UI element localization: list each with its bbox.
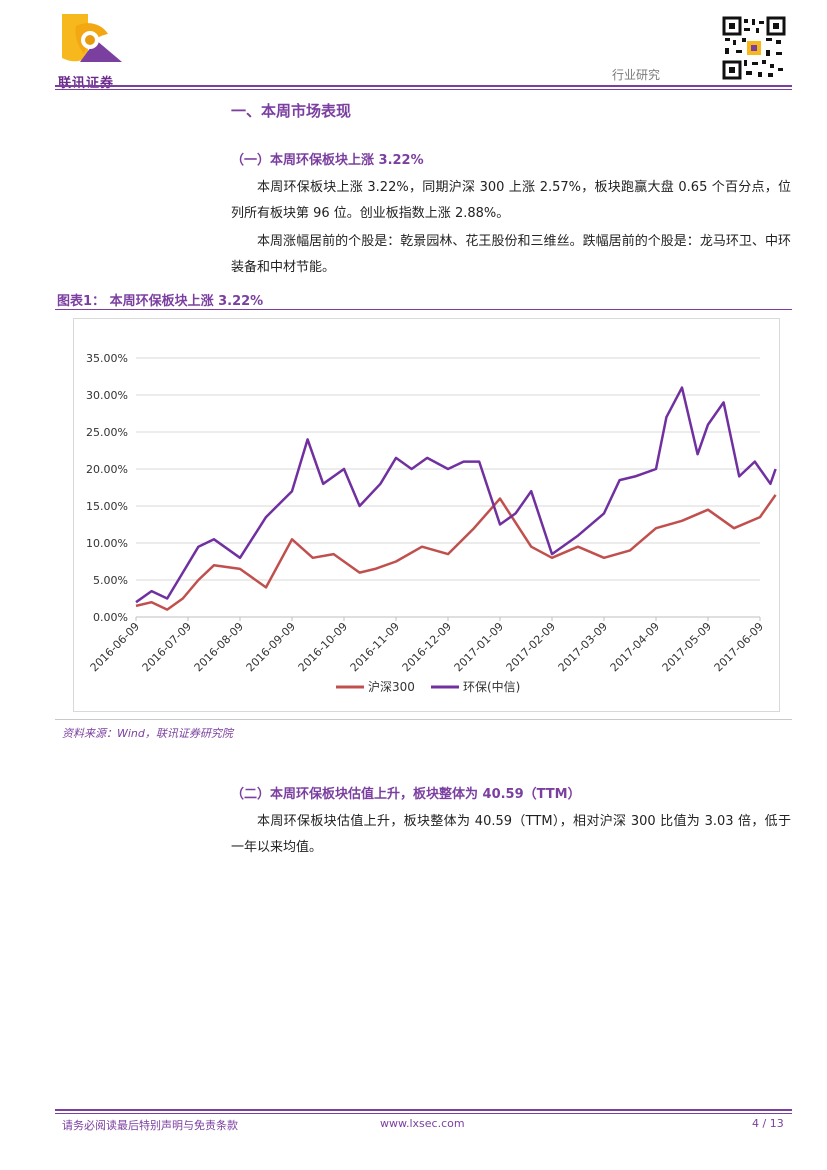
section-heading: 一、本周市场表现 [231, 102, 352, 120]
x-tick-label: 2017-05-09 [660, 620, 714, 674]
x-tick-label: 2016-09-09 [244, 620, 298, 674]
header-rule-thin [55, 89, 792, 90]
chart-frame: 0.00% 5.00% 10.00% 15.00% 20.00% 25.00% 30.00%… [73, 318, 780, 712]
legend-label: 沪深300 [368, 680, 415, 694]
footer-disclaimer[interactable]: 请务必阅读最后特别声明与免责条款 [62, 1119, 238, 1132]
y-tick-label: 35.00% [86, 352, 128, 365]
y-tick-label: 5.00% [93, 574, 128, 587]
paragraph-1: 本周环保板块上涨 3.22%，同期沪深 300 上涨 2.57%，板块跑赢大盘 … [231, 180, 791, 221]
figure-bottom-rule [55, 719, 792, 720]
x-tick-label: 2016-10-09 [296, 620, 350, 674]
subsection-heading-2: （二）本周环保板块估值上升，板块整体为 40.59（TTM） [231, 787, 581, 802]
footer-url[interactable]: www.lxsec.com [380, 1117, 465, 1130]
x-tick-label: 2016-11-09 [348, 620, 402, 674]
x-tick-label: 2017-01-09 [452, 620, 506, 674]
header-rule [55, 85, 792, 87]
figure-title: 图表1： 本周环保板块上涨 3.22% [57, 294, 264, 309]
x-tick-label: 2016-07-09 [140, 620, 194, 674]
paragraph-3: 本周环保板块估值上升，板块整体为 40.59（TTM），相对沪深 300 比值为… [231, 814, 791, 855]
header-category: 行业研究 [612, 68, 661, 82]
logo-text: 联讯证券 [58, 76, 115, 91]
x-tick-label: 2017-03-09 [556, 620, 610, 674]
x-tick-label: 2016-12-09 [400, 620, 454, 674]
y-tick-label: 30.00% [86, 389, 128, 402]
footer-rule-thin [55, 1113, 792, 1114]
qr-code [722, 16, 786, 80]
x-tick-label: 2017-04-09 [608, 620, 662, 674]
x-tick-label: 2017-02-09 [504, 620, 558, 674]
logo-mark [62, 14, 122, 62]
y-tick-label: 10.00% [86, 537, 128, 550]
series-line-env [135, 386, 777, 604]
legend-label: 环保(中信) [463, 679, 520, 694]
y-tick-label: 20.00% [86, 463, 128, 476]
subsection-heading-1: （一）本周环保板块上涨 3.22% [231, 153, 424, 168]
x-tick-label: 2016-08-09 [192, 620, 246, 674]
series-line-hs300 [135, 494, 777, 611]
footer-page-number: 4 / 13 [752, 1117, 784, 1130]
y-tick-label: 15.00% [86, 500, 128, 513]
x-tick-label: 2016-06-09 [88, 620, 142, 674]
footer-rule [55, 1109, 792, 1111]
x-tick-label: 2017-06-09 [712, 620, 766, 674]
y-tick-label: 0.00% [93, 611, 128, 624]
figure-title-rule [55, 309, 792, 310]
line-chart: 0.00% 5.00% 10.00% 15.00% 20.00% 25.00% 30.00%… [86, 352, 777, 694]
y-tick-label: 25.00% [86, 426, 128, 439]
logo: 联讯证券 [58, 10, 126, 91]
figure-source: 资料来源：Wind，联讯证券研究院 [62, 727, 233, 740]
qr-code-icon [722, 16, 786, 80]
paragraph-2: 本周涨幅居前的个股是：乾景园林、花王股份和三维丝。跌幅居前的个股是：龙马环卫、中… [231, 234, 791, 275]
